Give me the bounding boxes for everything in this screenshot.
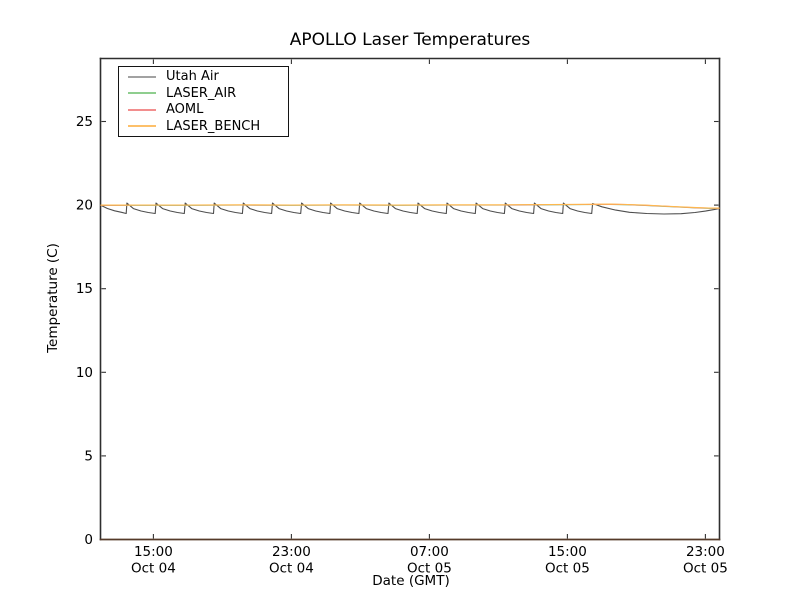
series-line-utah-air (100, 202, 720, 215)
legend-line-sample-utah-air (128, 75, 156, 78)
x-tick-label-4-date: Oct 05 (683, 561, 728, 577)
y-tick-label-25: 25 (76, 114, 93, 130)
y-axis-label: Temperature (C) (45, 243, 61, 354)
y-tick-label-5: 5 (84, 448, 93, 464)
x-tick-label-4-time: 23:00 (686, 544, 725, 560)
legend-line-sample-laser-bench (128, 125, 156, 128)
series-line-laser-bench (100, 203, 720, 209)
legend-item-aoml: AOML (119, 102, 288, 119)
x-tick-label-3-time: 15:00 (548, 544, 587, 560)
legend-item-utah-air: Utah Air (119, 69, 288, 86)
x-tick-marks-top (152, 59, 706, 64)
legend-label: Utah Air (166, 69, 219, 85)
x-tick-label-2-time: 07:00 (410, 544, 449, 560)
legend-label: LASER_BENCH (166, 118, 261, 134)
x-axis-label: Date (GMT) (372, 573, 449, 589)
legend-line-sample-laser-air (128, 92, 156, 95)
y-tick-label-10: 10 (76, 365, 93, 381)
legend-item-laser-bench: LASER_BENCH (119, 118, 288, 135)
y-tick-marks-left (101, 120, 106, 457)
legend-label: LASER_AIR (166, 85, 237, 101)
legend-line-sample-aoml (128, 108, 156, 111)
chart-title: APOLLO Laser Temperatures (290, 30, 531, 50)
y-tick-label-0: 0 (84, 532, 93, 548)
legend-item-laser-air: LASER_AIR (119, 85, 288, 102)
series-layer (100, 202, 720, 215)
legend-box: Utah Air LASER_AIR AOML LASER_BENCH (118, 66, 289, 137)
x-tick-label-0-date: Oct 04 (131, 561, 176, 577)
y-tick-label-20: 20 (76, 198, 93, 214)
x-tick-marks-bottom (152, 534, 706, 539)
x-tick-label-3-date: Oct 05 (545, 561, 590, 577)
y-tick-labels: 0 5 10 15 20 25 (76, 114, 93, 548)
x-tick-label-0-time: 15:00 (134, 544, 173, 560)
y-tick-marks-right (714, 120, 719, 457)
x-tick-labels: 15:00 Oct 04 23:00 Oct 04 07:00 Oct 05 1… (131, 544, 728, 577)
plot-border (99, 57, 721, 541)
legend-label: AOML (166, 102, 204, 118)
x-tick-label-1-date: Oct 04 (269, 561, 314, 577)
x-tick-label-2-date: Oct 05 (407, 561, 452, 577)
x-tick-label-1-time: 23:00 (272, 544, 311, 560)
y-tick-label-15: 15 (76, 281, 93, 297)
